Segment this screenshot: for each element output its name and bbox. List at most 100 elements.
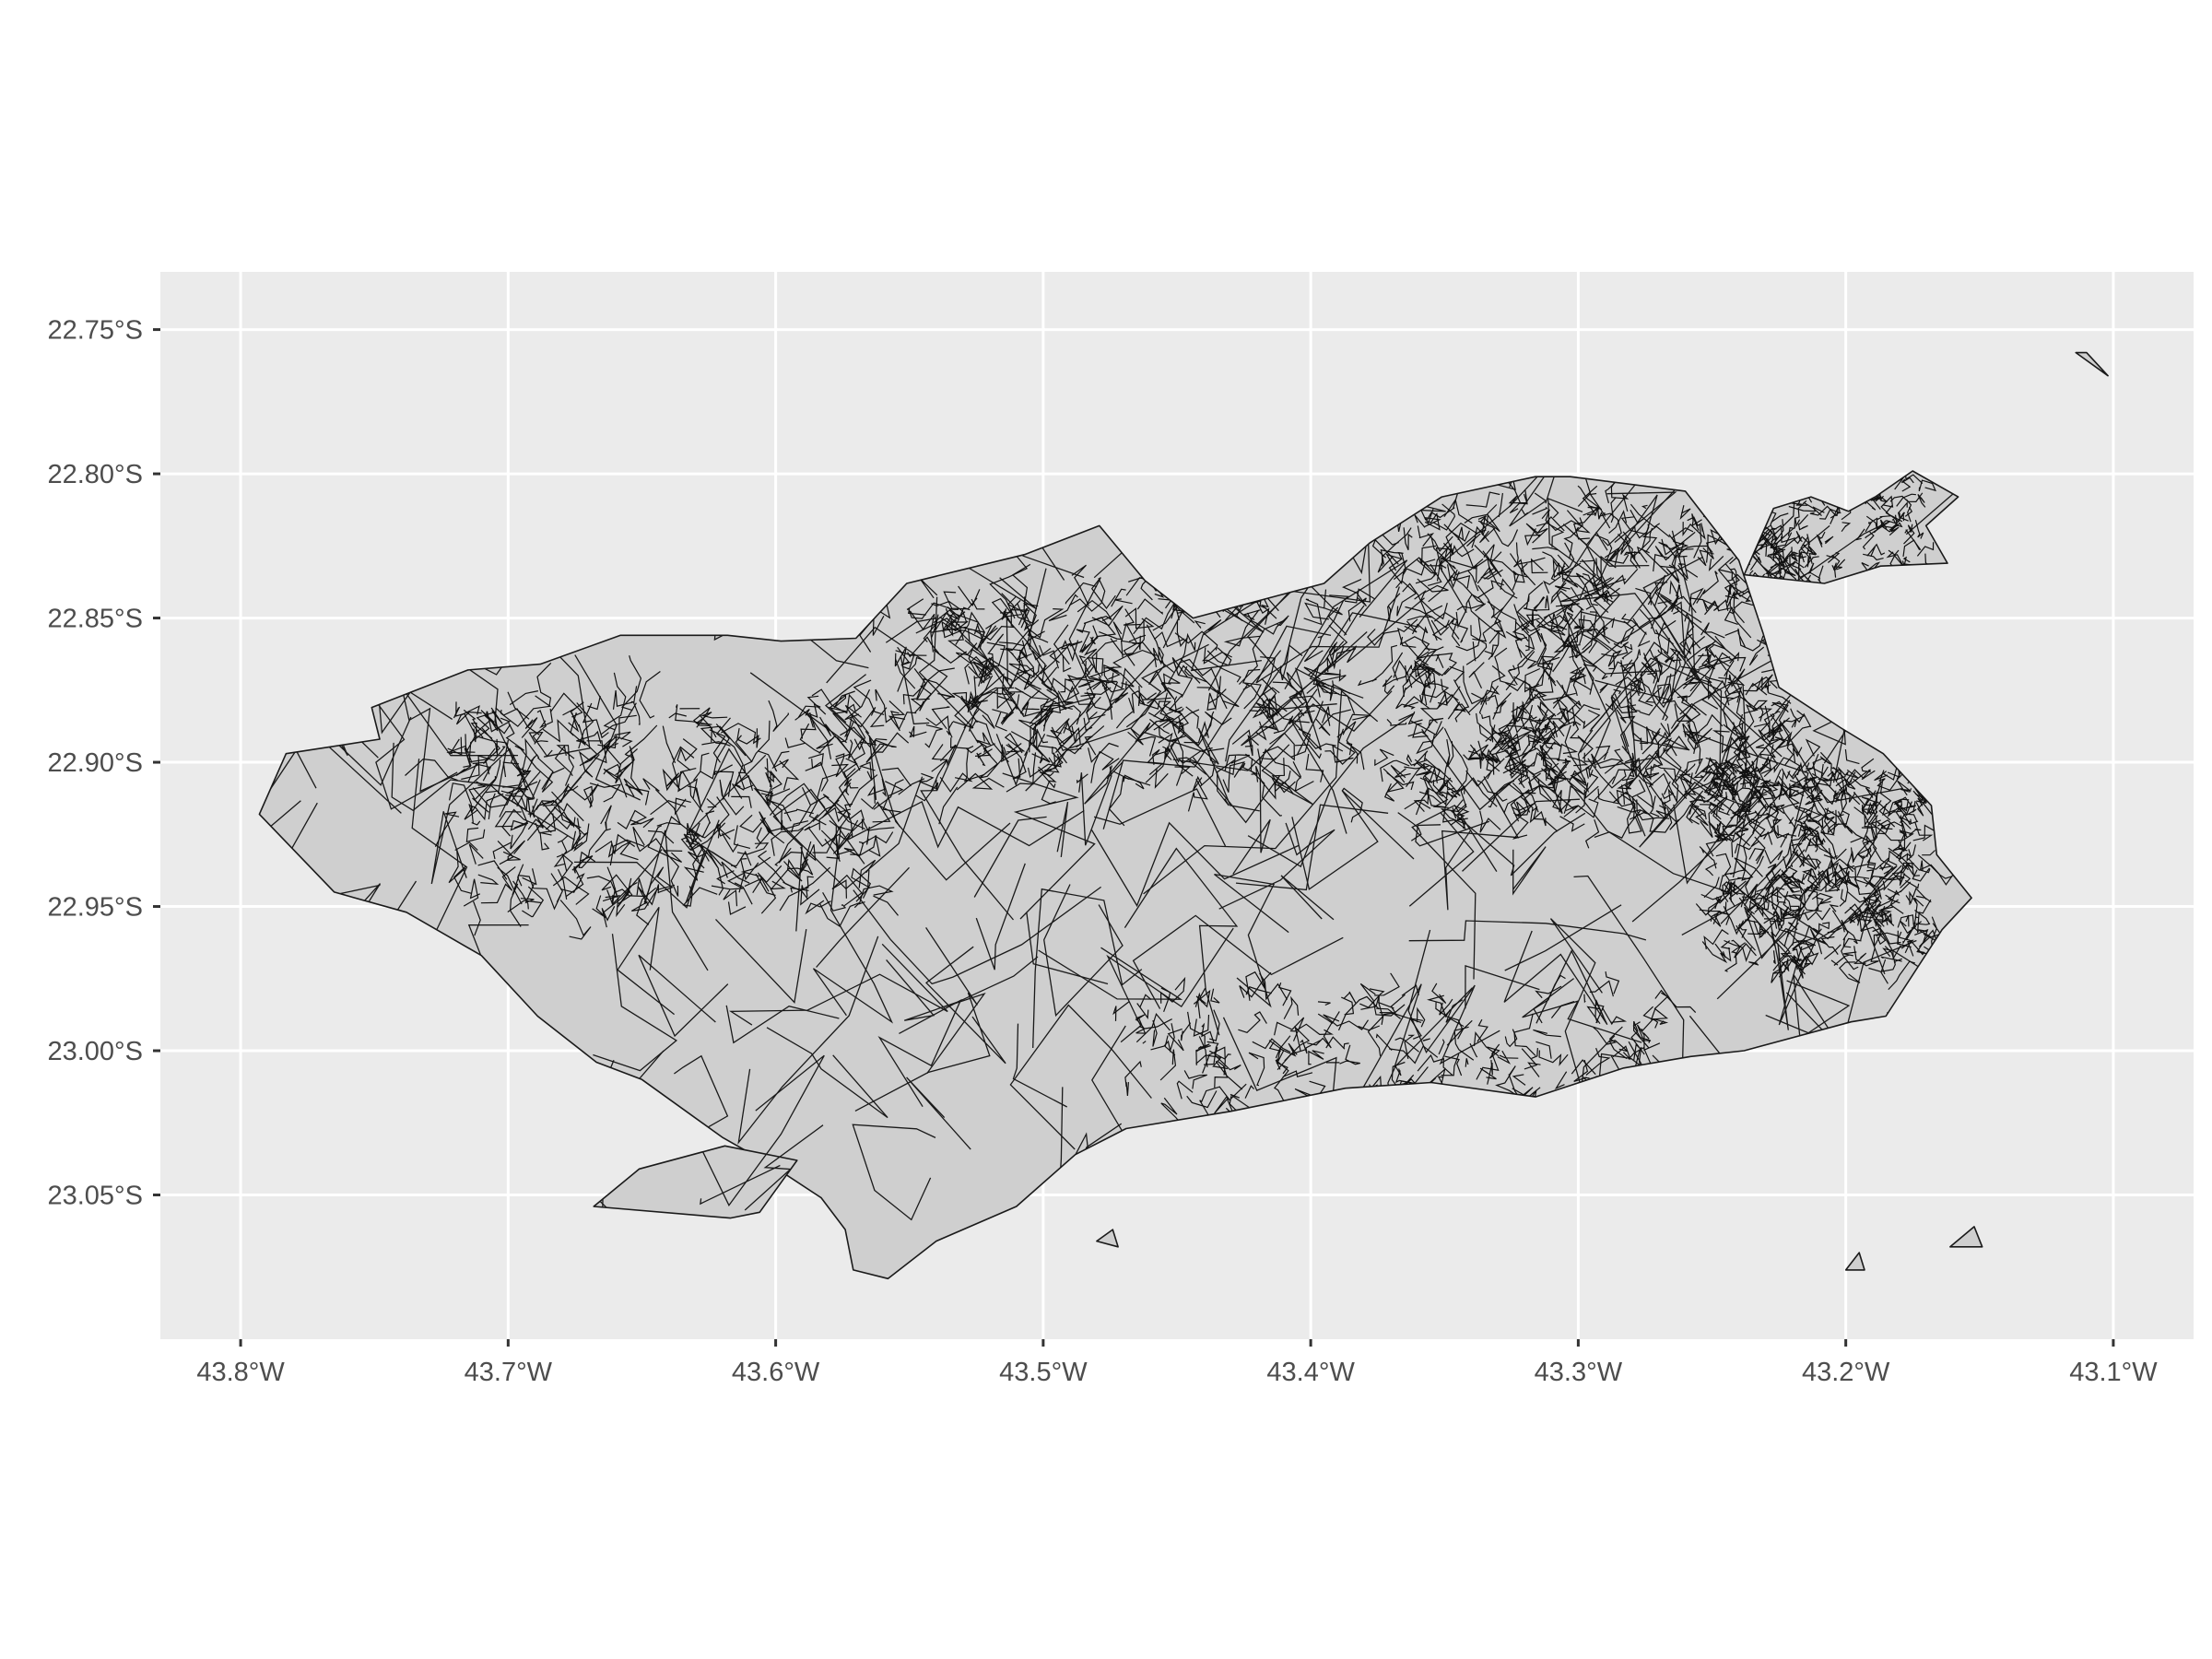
tract-border bbox=[1900, 915, 1917, 935]
tract-border bbox=[1775, 731, 1803, 758]
tract-border bbox=[1255, 765, 1277, 800]
tract-border bbox=[1754, 836, 1766, 862]
tract-border bbox=[532, 710, 553, 758]
tract-border bbox=[1123, 642, 1138, 666]
tract-border bbox=[1488, 629, 1500, 658]
tract-border bbox=[527, 798, 538, 818]
tract-border bbox=[1654, 989, 1697, 1014]
tract-border bbox=[1019, 701, 1030, 716]
tract-border bbox=[465, 827, 486, 843]
tract-border bbox=[1536, 632, 1553, 671]
tract-border bbox=[1171, 657, 1194, 698]
tract-border bbox=[769, 782, 827, 826]
tract-border bbox=[1547, 497, 1621, 654]
tract-border bbox=[1899, 862, 1914, 886]
tract-border bbox=[818, 735, 858, 766]
tract-border bbox=[1527, 661, 1554, 680]
tract-border bbox=[1585, 1047, 1611, 1076]
tract-border bbox=[566, 817, 589, 846]
tract-border bbox=[1617, 806, 1651, 820]
tract-border bbox=[1888, 850, 1908, 866]
tract-border bbox=[1018, 719, 1046, 750]
tract-border bbox=[1649, 784, 1674, 812]
tract-border bbox=[1147, 651, 1167, 704]
tract-border bbox=[1784, 843, 1799, 869]
tract-border bbox=[509, 690, 539, 706]
tract-border bbox=[1725, 767, 1759, 790]
tract-border bbox=[1730, 740, 1747, 767]
tract-border bbox=[1613, 688, 1622, 695]
tract-border bbox=[1465, 504, 1488, 508]
tract-border bbox=[1727, 763, 1747, 784]
tract-border bbox=[1006, 595, 1030, 614]
tract-border bbox=[675, 704, 717, 738]
tract-border bbox=[1214, 873, 1289, 1008]
tract-border bbox=[1504, 1029, 1518, 1048]
tract-border bbox=[1763, 914, 1783, 929]
tract-border bbox=[633, 686, 641, 725]
tract-border bbox=[1482, 550, 1502, 578]
tract-border bbox=[1380, 759, 1410, 782]
tract-border bbox=[1758, 787, 1776, 804]
tract-border bbox=[1771, 700, 1789, 713]
tract-border bbox=[1199, 1086, 1220, 1116]
tract-border bbox=[1001, 687, 1016, 705]
tract-border bbox=[973, 610, 1015, 641]
tract-border bbox=[522, 886, 545, 918]
tract-border bbox=[1293, 695, 1331, 726]
tract-border bbox=[1441, 803, 1467, 830]
tract-border bbox=[1703, 929, 1729, 950]
tract-border bbox=[638, 954, 729, 1038]
tract-border bbox=[998, 641, 1032, 661]
tract-border bbox=[1098, 677, 1125, 693]
tract-border bbox=[1741, 805, 1766, 848]
tract-border bbox=[945, 607, 972, 630]
tract-border bbox=[571, 828, 611, 871]
tract-border bbox=[1465, 965, 1540, 1009]
tract-border bbox=[1873, 914, 1901, 945]
tract-border bbox=[989, 548, 1029, 619]
tract-border bbox=[1900, 813, 1918, 824]
tract-border bbox=[1648, 611, 1674, 645]
y-axis-tick-labels: 22.75°S22.80°S22.85°S22.90°S22.95°S23.00… bbox=[47, 316, 143, 1211]
tract-border bbox=[1809, 928, 1823, 955]
tract-border bbox=[877, 804, 901, 828]
tract-border bbox=[1797, 825, 1809, 837]
tract-border bbox=[1905, 926, 1920, 941]
tract-border bbox=[807, 819, 859, 847]
tract-border bbox=[1448, 618, 1469, 643]
tract-border bbox=[470, 722, 484, 743]
tract-border bbox=[1239, 762, 1259, 775]
tract-border bbox=[1701, 941, 1732, 964]
tract-border bbox=[1538, 1050, 1569, 1066]
tract-border bbox=[639, 671, 661, 719]
tract-border bbox=[1026, 608, 1065, 639]
tract-border bbox=[1770, 874, 1785, 886]
tract-border bbox=[1312, 665, 1325, 685]
tract-border bbox=[1900, 873, 1912, 888]
tract-border bbox=[1668, 555, 1677, 569]
tract-border bbox=[1433, 611, 1461, 647]
tract-border bbox=[955, 652, 983, 665]
tract-border bbox=[1883, 863, 1909, 891]
tract-border bbox=[1513, 562, 1529, 583]
tract-border bbox=[1812, 756, 1831, 777]
tract-border bbox=[1764, 682, 1792, 704]
tract-border bbox=[1542, 655, 1554, 669]
tract-border bbox=[1583, 593, 1614, 606]
tract-border bbox=[507, 840, 525, 858]
tract-border bbox=[1783, 895, 1794, 897]
tract-border bbox=[1861, 825, 1884, 841]
tract-border bbox=[1585, 751, 1608, 779]
tract-border bbox=[840, 722, 854, 743]
tract-border bbox=[1065, 582, 1098, 605]
tract-border bbox=[1754, 868, 1782, 901]
tract-border bbox=[1584, 782, 1599, 800]
tract-border bbox=[1083, 717, 1093, 732]
tract-border bbox=[642, 778, 660, 792]
tract-border bbox=[1615, 677, 1644, 693]
tract-border bbox=[1749, 549, 1762, 571]
tract-border bbox=[1249, 709, 1278, 731]
tract-border bbox=[674, 797, 691, 816]
tract-border bbox=[1041, 672, 1087, 693]
